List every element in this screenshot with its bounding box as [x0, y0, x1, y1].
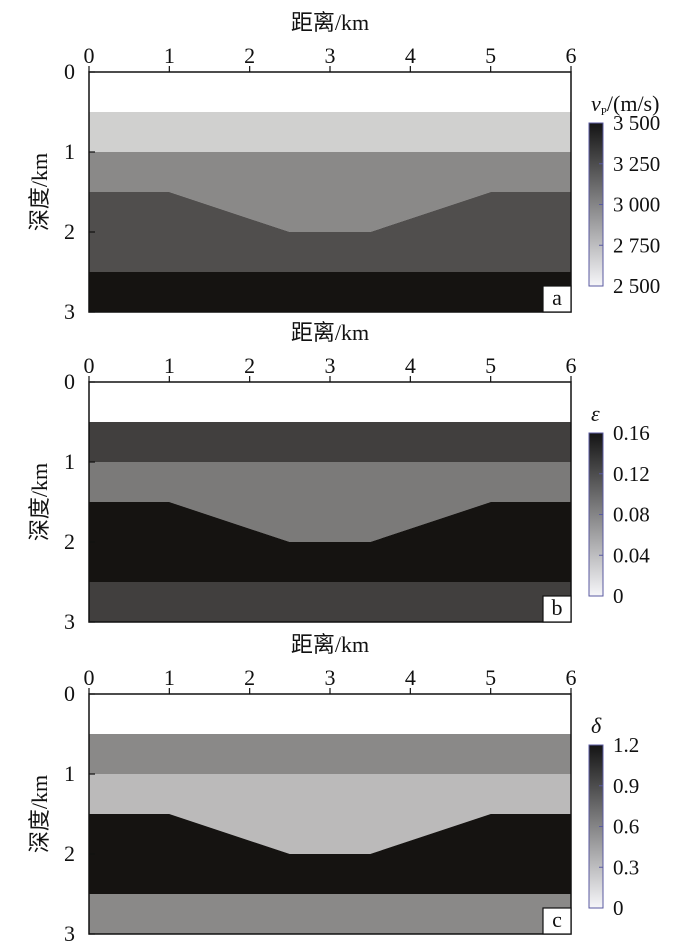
- x-tick-label: 0: [84, 353, 95, 378]
- y-tick-label: 1: [64, 761, 75, 786]
- colorbar: ε 0.16 0.12 0.08 0.04 0: [588, 401, 650, 608]
- colorbar-title: ε: [591, 401, 600, 426]
- velocity-layer-4: [89, 272, 571, 312]
- y-axis-title: 深度/km: [27, 153, 52, 231]
- colorbar-title-symbol: ε: [591, 401, 600, 426]
- x-tick-label: 6: [566, 43, 577, 68]
- y-tick-label: 0: [64, 369, 75, 394]
- x-tick-label: 2: [244, 665, 255, 690]
- x-tick-label: 3: [325, 665, 336, 690]
- colorbar-tick-label: 3 250: [613, 152, 660, 176]
- velocity-layer-4: [89, 582, 571, 622]
- y-axis-title: 深度/km: [27, 463, 52, 541]
- x-tick-label: 3: [325, 353, 336, 378]
- panel-label-box: [542, 595, 572, 623]
- x-axis-title: 距离/km: [291, 320, 369, 345]
- colorbar-tick-label: 0.9: [613, 774, 639, 798]
- panel-label-box: [542, 907, 572, 935]
- y-tick-label: 0: [64, 59, 75, 84]
- panel-label: b: [552, 595, 563, 620]
- colorbar-tick-label: 2 500: [613, 274, 660, 298]
- panel-label: a: [552, 285, 562, 310]
- colorbar: δ 1.2 0.9 0.6 0.3 0: [588, 713, 639, 920]
- x-tick-label: 1: [164, 665, 175, 690]
- velocity-layer-1: [89, 112, 571, 152]
- velocity-layer-3: [89, 814, 571, 894]
- y-tick-label: 3: [64, 299, 75, 324]
- velocity-layer-4: [89, 894, 571, 934]
- colorbar-tick-label: 0: [613, 584, 624, 608]
- velocity-layer-0: [89, 382, 571, 422]
- colorbar: vP/(m/s)3 500 3 250 3 000 2 750 2 500: [588, 91, 660, 298]
- velocity-layer-1: [89, 422, 571, 462]
- colorbar-tick-label: 0: [613, 896, 624, 920]
- colorbar-tick-label: 0.08: [613, 503, 650, 527]
- colorbar-tick-label: 0.3: [613, 855, 639, 879]
- x-tick-label: 3: [325, 43, 336, 68]
- panel-a: 距离/km 深度/km 0 1 2 3 4 5 6 0 1 2 3 a vP/(m/s)3 500 3 250…: [27, 10, 660, 324]
- x-tick-label: 4: [405, 665, 416, 690]
- colorbar-title-subscript: P: [601, 106, 607, 118]
- colorbar-title-unit: /(m/s): [607, 91, 660, 116]
- x-tick-label: 2: [244, 43, 255, 68]
- x-axis-title: 距离/km: [291, 632, 369, 657]
- colorbar-tick-label: 3 000: [613, 193, 660, 217]
- x-tick-label: 5: [485, 665, 496, 690]
- velocity-layer-1: [89, 734, 571, 774]
- colorbar-tick-label: 0.16: [613, 421, 650, 445]
- x-tick-label: 1: [164, 353, 175, 378]
- colorbar-title: vP/(m/s): [591, 91, 659, 118]
- colorbar-tick-label: 1.2: [613, 733, 639, 757]
- y-tick-label: 3: [64, 609, 75, 634]
- velocity-layer-0: [89, 72, 571, 112]
- colorbar-tick-label: 0.04: [613, 543, 650, 567]
- y-tick-label: 2: [64, 529, 75, 554]
- velocity-layer-3: [89, 502, 571, 582]
- colorbar-tick-label: 2 750: [613, 233, 660, 257]
- velocity-layer-0: [89, 694, 571, 734]
- x-tick-label: 6: [566, 665, 577, 690]
- velocity-layer-3: [89, 192, 571, 272]
- y-tick-label: 2: [64, 841, 75, 866]
- x-tick-label: 2: [244, 353, 255, 378]
- x-tick-label: 0: [84, 665, 95, 690]
- colorbar-title-symbol: δ: [591, 713, 602, 738]
- x-tick-label: 4: [405, 353, 416, 378]
- colorbar-tick-label: 0.6: [613, 815, 639, 839]
- y-tick-label: 2: [64, 219, 75, 244]
- panel-label-box: [542, 285, 572, 313]
- y-tick-label: 1: [64, 449, 75, 474]
- colorbar-title: δ: [591, 713, 602, 738]
- colorbar-title-symbol: v: [591, 91, 601, 116]
- x-tick-label: 5: [485, 43, 496, 68]
- colorbar-tick-label: 3 500: [613, 111, 660, 135]
- x-axis-title: 距离/km: [291, 10, 369, 35]
- velocity-layer-2: [89, 774, 571, 854]
- colorbar-tick-label: 0.12: [613, 462, 650, 486]
- x-tick-label: 1: [164, 43, 175, 68]
- panel-c: 距离/km 深度/km 0 1 2 3 4 5 6 0 1 2 3 c δ 1.2 0.9 0.6 0.3 0: [27, 632, 639, 944]
- x-tick-label: 5: [485, 353, 496, 378]
- y-tick-label: 1: [64, 139, 75, 164]
- velocity-layer-2: [89, 152, 571, 232]
- x-tick-label: 6: [566, 353, 577, 378]
- y-tick-label: 0: [64, 681, 75, 706]
- y-tick-label: 3: [64, 921, 75, 944]
- x-tick-label: 4: [405, 43, 416, 68]
- panel-label: c: [552, 907, 562, 932]
- x-tick-label: 0: [84, 43, 95, 68]
- velocity-layer-2: [89, 462, 571, 542]
- y-axis-title: 深度/km: [27, 775, 52, 853]
- panel-b: 距离/km 深度/km 0 1 2 3 4 5 6 0 1 2 3 b ε 0.16 0.12 0.08 0.04 0: [27, 320, 650, 634]
